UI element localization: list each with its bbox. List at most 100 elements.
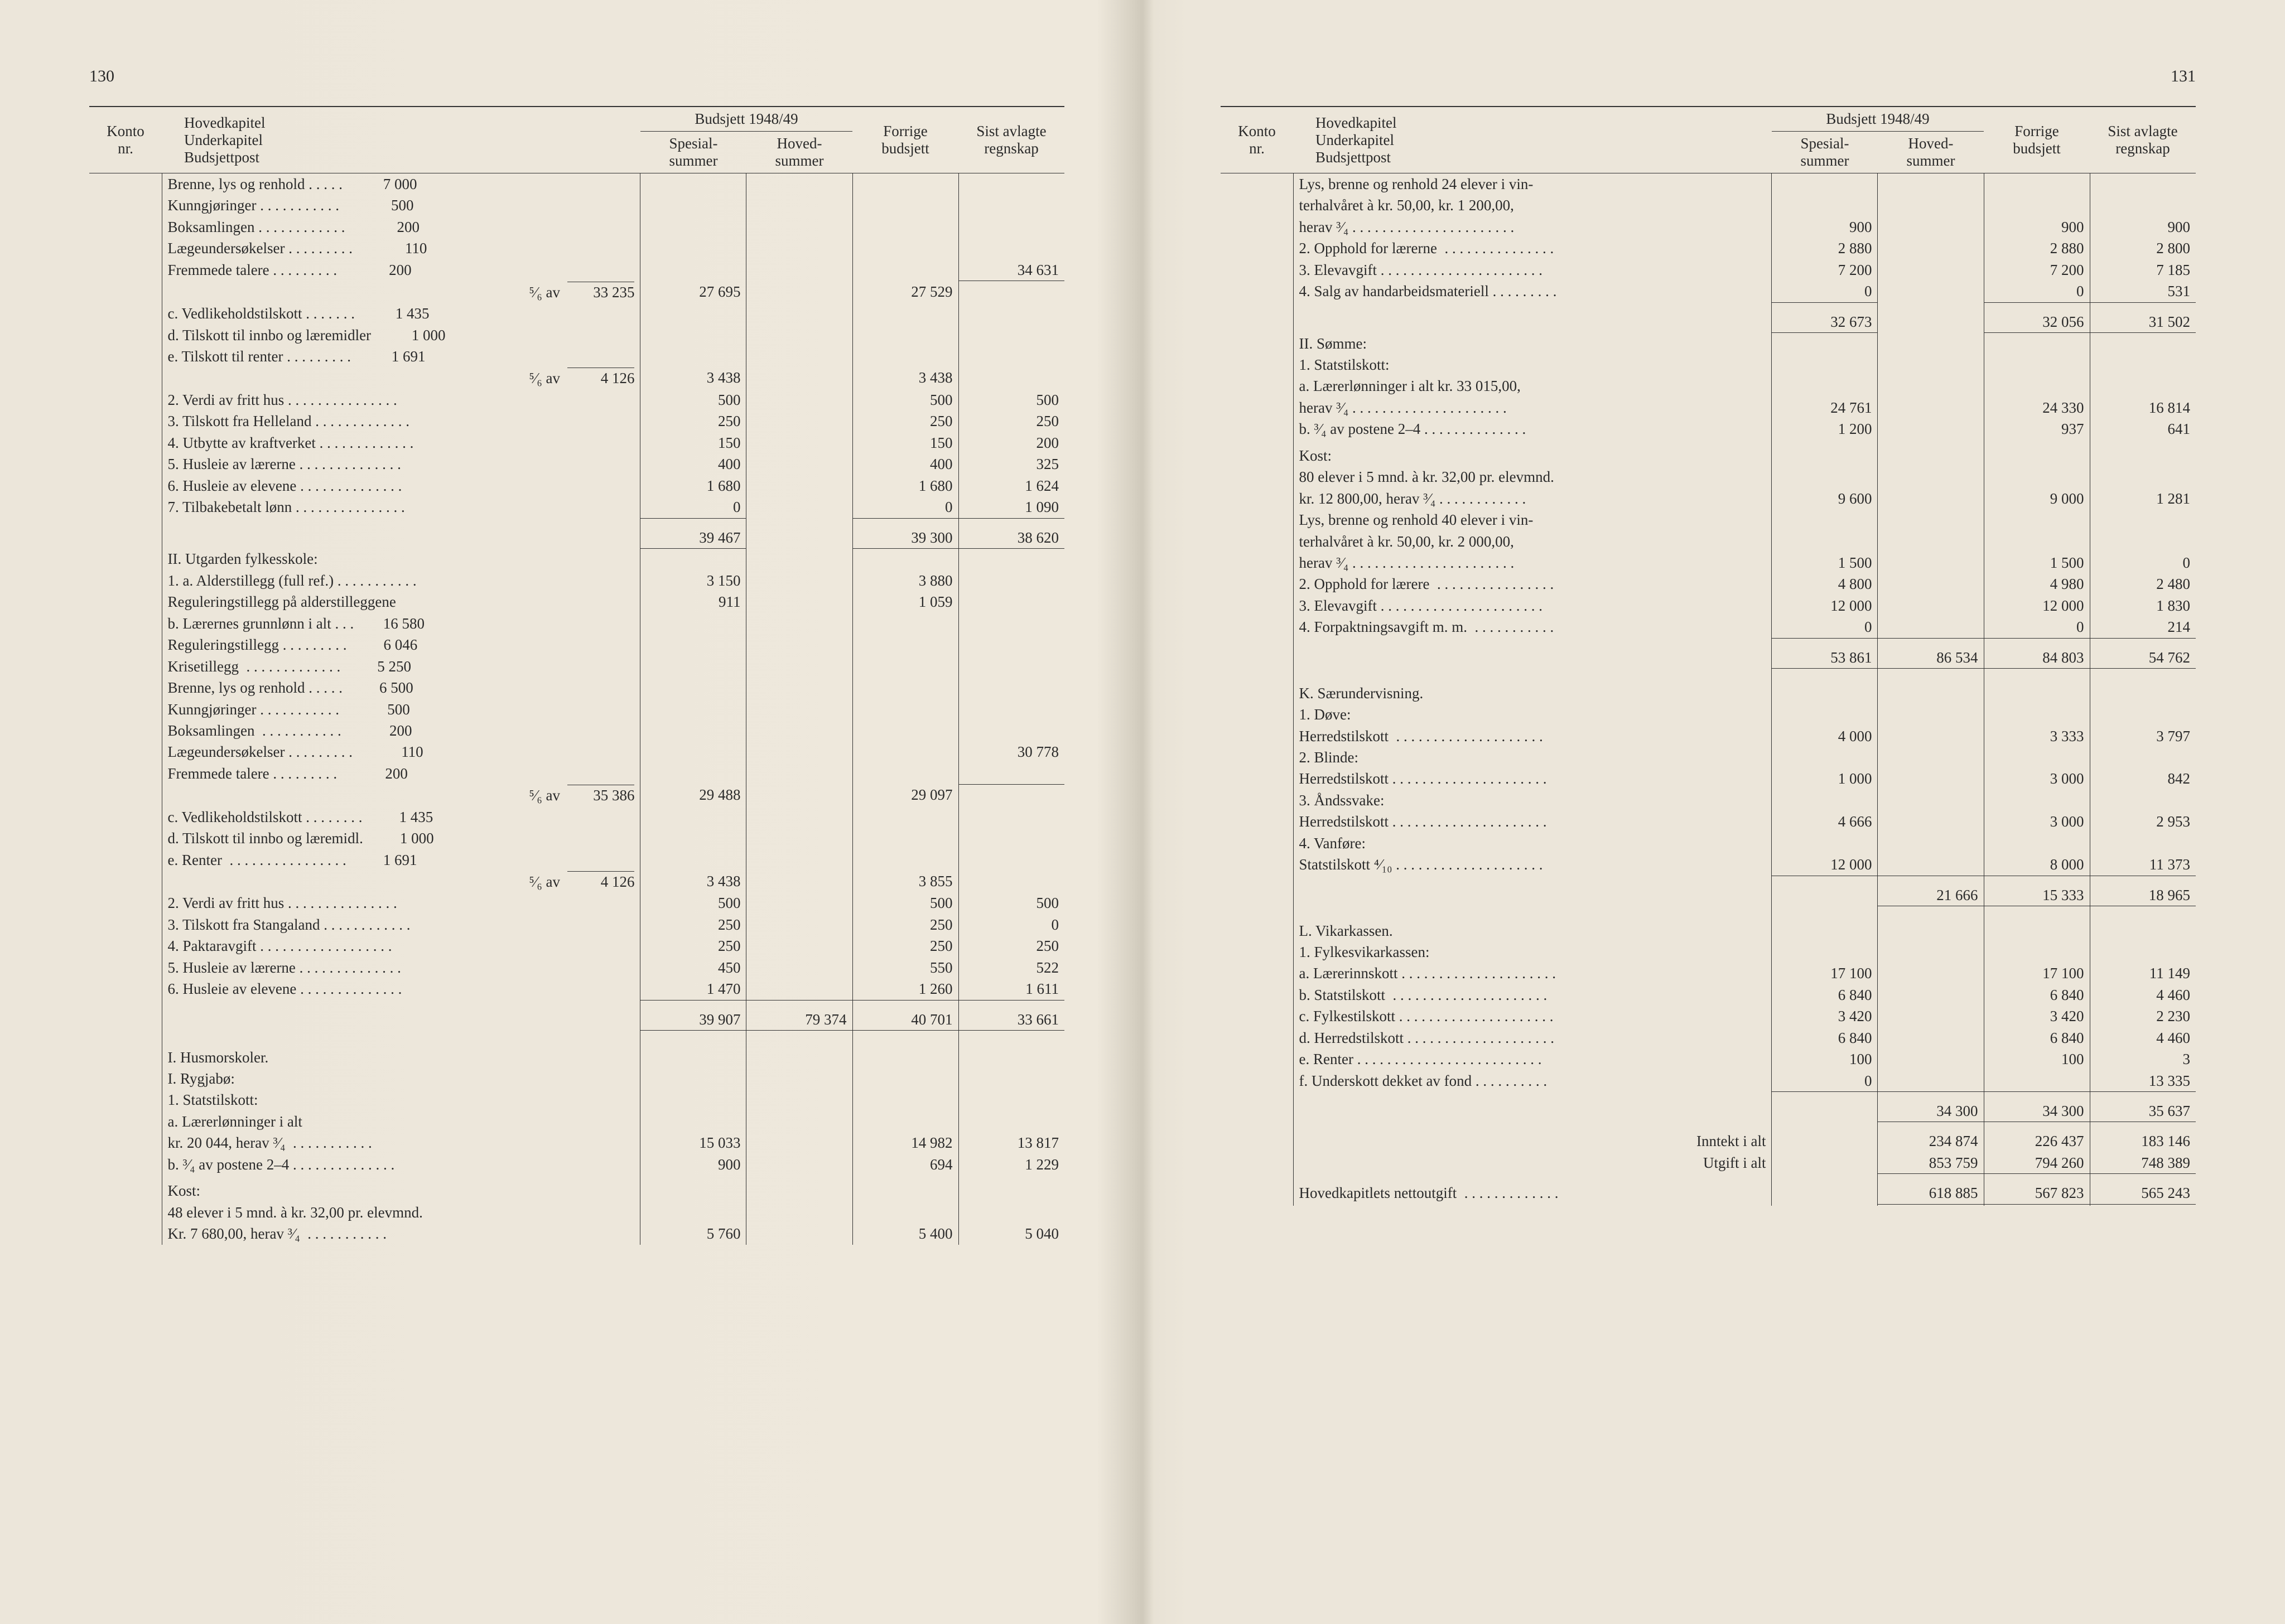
val: 200	[353, 217, 420, 237]
row: Fremmede talere	[168, 262, 269, 278]
val: 84 803	[1984, 638, 2090, 668]
row: 3. Elevavgift	[1299, 597, 1377, 614]
val: 110	[360, 238, 427, 258]
val: 2 880	[1984, 238, 2090, 259]
val: 226 437	[1984, 1122, 2090, 1152]
val: 748 389	[2090, 1152, 2196, 1174]
val: 34 300	[1984, 1092, 2090, 1122]
val: 6 840	[1772, 984, 1878, 1006]
val: 3 000	[1984, 768, 2090, 789]
row: 3. Åndssvake:	[1293, 790, 1772, 811]
th-hovedkapitel: Hovedkapitel Underkapitel Budsjettpost	[162, 107, 640, 173]
val: 0	[958, 914, 1064, 935]
val: 3 420	[1772, 1006, 1878, 1027]
row: 1. Statstilskott:	[162, 1089, 640, 1110]
row: Lys, brenne og renhold 24 elever i vin-	[1293, 173, 1772, 195]
row: Statstilskott ⁴⁄₁₀	[1299, 856, 1392, 873]
val: 1 830	[2090, 595, 2196, 616]
val: 200	[345, 721, 412, 741]
val: 0	[1984, 616, 2090, 638]
row: 2. Verdi av fritt hus	[168, 895, 285, 911]
val: 911	[640, 591, 746, 612]
val: 150	[852, 432, 958, 453]
section: K. Særundervisning.	[1293, 669, 1772, 704]
val: 110	[356, 742, 423, 762]
row: e. Renter	[168, 852, 222, 868]
val: 234 874	[1878, 1122, 1984, 1152]
val: 1 680	[640, 475, 746, 496]
row: Lægeundersøkelser	[168, 240, 285, 257]
budget-table-left: Konto nr. Hovedkapitel Underkapitel Buds…	[89, 106, 1064, 1245]
row: 5. Husleie av lærerne	[168, 456, 296, 472]
val: 694	[852, 1154, 958, 1175]
row: herav ³⁄₄	[1299, 399, 1349, 416]
val: 16 814	[2090, 397, 2196, 418]
val: 500	[958, 892, 1064, 914]
val: 1 200	[1772, 418, 1878, 439]
val: 900	[1984, 216, 2090, 238]
row: a. Lærerlønninger i alt	[162, 1111, 640, 1132]
val: 1 691	[359, 346, 426, 366]
val: 33 235	[567, 282, 634, 302]
page-number-left: 130	[89, 67, 114, 86]
row: herav ³⁄₄	[1299, 554, 1349, 571]
val: 34 300	[1878, 1092, 1984, 1122]
val: 5 040	[958, 1223, 1064, 1244]
val: 550	[852, 957, 958, 978]
val: 0	[1984, 281, 2090, 302]
val: 3 150	[640, 570, 746, 591]
val: 500	[852, 389, 958, 410]
val: 1 000	[1772, 768, 1878, 789]
row: Utgift i alt	[1293, 1152, 1772, 1174]
val: 500	[640, 892, 746, 914]
th-budsjett: Budsjett 1948/49	[640, 107, 852, 132]
val: 15 333	[1984, 876, 2090, 906]
row: Kr. 7 680,00, herav ³⁄₄	[168, 1225, 300, 1242]
row: Kunngjøringer	[168, 197, 257, 214]
row: 4. Salg av handarbeidsmateriell	[1299, 283, 1489, 299]
val: 565 243	[2090, 1174, 2196, 1204]
val: 1 260	[852, 978, 958, 1000]
section: L. Vikarkassen.	[1293, 906, 1772, 941]
row: f. Underskott dekket av fond	[1299, 1072, 1472, 1089]
val: 3 438	[640, 871, 746, 892]
row: d. Tilskott til innbo og læremidler	[168, 327, 372, 344]
th-forrige: Forrige budsjett	[1984, 107, 2090, 173]
val: 2 953	[2090, 811, 2196, 832]
row: Reguleringstillegg på alderstilleggene	[162, 591, 640, 612]
page-spread: 130 Konto nr. Hovedkapitel Underkapitel …	[0, 0, 2285, 1624]
th-hoved: Hoved- summer	[1878, 132, 1984, 173]
row: Kunngjøringer	[168, 701, 257, 718]
val: 937	[1984, 418, 2090, 439]
row: d. Tilskott til innbo og læremidl.	[168, 830, 363, 847]
val: 1 435	[366, 807, 433, 827]
row: 7. Tilbakebetalt lønn	[168, 499, 292, 515]
val: 29 097	[852, 784, 958, 806]
val: 641	[2090, 418, 2196, 439]
val: 16 580	[358, 613, 425, 634]
row: 2. Blinde:	[1293, 747, 1772, 768]
row: Lægeundersøkelser	[168, 743, 285, 760]
val: 325	[958, 453, 1064, 475]
val: 6 500	[346, 678, 413, 698]
row: 5. Husleie av lærerne	[168, 959, 296, 976]
val: 11 149	[2090, 963, 2196, 984]
val: 32 673	[1772, 302, 1878, 332]
val: 35 386	[567, 785, 634, 805]
val: 6 046	[350, 635, 417, 655]
val: 34 631	[958, 259, 1064, 281]
val: 900	[2090, 216, 2196, 238]
row: ⁵⁄₆ av	[529, 873, 560, 890]
val: 4 126	[567, 368, 634, 388]
row: Boksamlingen	[168, 219, 255, 235]
row: Herredstilskott	[1299, 770, 1389, 787]
val: 618 885	[1878, 1174, 1984, 1204]
val: 3 438	[640, 367, 746, 389]
val: 1 000	[379, 325, 446, 345]
budget-table-right: Konto nr. Hovedkapitel Underkapitel Buds…	[1221, 106, 2196, 1206]
val: 100	[1984, 1048, 2090, 1070]
section: II. Sømme:	[1293, 333, 1772, 354]
row: 4. Utbytte av kraftverket	[168, 434, 316, 451]
val: 1 000	[367, 828, 434, 848]
row: 4. Vanføre:	[1293, 833, 1772, 854]
